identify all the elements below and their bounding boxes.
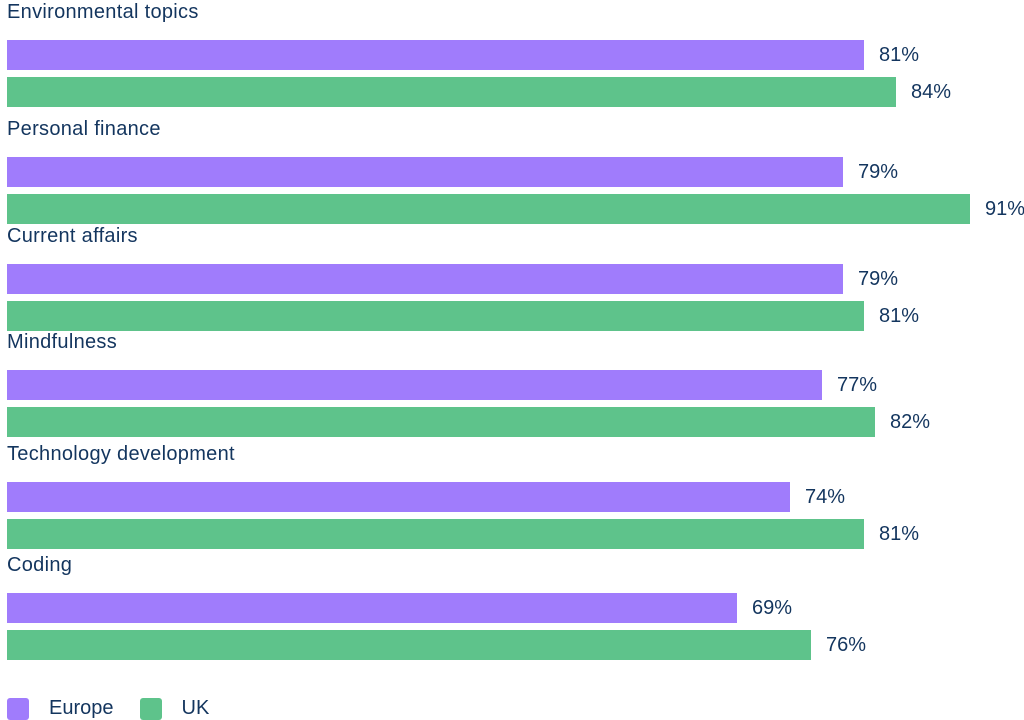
bar-europe bbox=[7, 482, 790, 512]
bar-uk bbox=[7, 630, 811, 660]
legend-label-europe: Europe bbox=[49, 697, 114, 719]
value-label-europe: 74% bbox=[805, 486, 846, 508]
category-label: Personal finance bbox=[7, 118, 161, 140]
bar-europe bbox=[7, 157, 843, 187]
category-label: Technology development bbox=[7, 443, 235, 465]
value-label-uk: 81% bbox=[879, 305, 920, 327]
value-label-uk: 81% bbox=[879, 523, 920, 545]
bar-uk bbox=[7, 407, 875, 437]
bar-uk bbox=[7, 519, 864, 549]
europe-swatch-icon bbox=[7, 697, 29, 720]
value-label-uk: 82% bbox=[890, 411, 931, 433]
value-label-europe: 69% bbox=[752, 597, 793, 619]
uk-swatch-icon bbox=[139, 697, 162, 720]
legend-item-uk: UK bbox=[139, 697, 210, 720]
value-label-europe: 77% bbox=[837, 374, 878, 396]
bar-europe bbox=[7, 593, 737, 623]
bar-uk bbox=[7, 194, 970, 224]
value-label-europe: 81% bbox=[879, 44, 920, 66]
category-label: Coding bbox=[7, 554, 73, 576]
value-label-europe: 79% bbox=[858, 268, 899, 290]
legend-item-europe: Europe bbox=[7, 697, 114, 720]
category-label: Mindfulness bbox=[7, 331, 118, 353]
value-label-europe: 79% bbox=[858, 161, 899, 183]
legend-label-uk: UK bbox=[181, 697, 210, 719]
legend: Europe UK bbox=[7, 697, 235, 720]
category-label: Environmental topics bbox=[7, 1, 199, 23]
bar-europe bbox=[7, 40, 864, 70]
bar-europe bbox=[7, 264, 843, 294]
category-label: Current affairs bbox=[7, 225, 138, 247]
bar-uk bbox=[7, 301, 864, 331]
value-label-uk: 91% bbox=[985, 198, 1024, 220]
bar-europe bbox=[7, 370, 822, 400]
value-label-uk: 76% bbox=[826, 634, 867, 656]
value-label-uk: 84% bbox=[911, 81, 952, 103]
bar-uk bbox=[7, 77, 896, 107]
